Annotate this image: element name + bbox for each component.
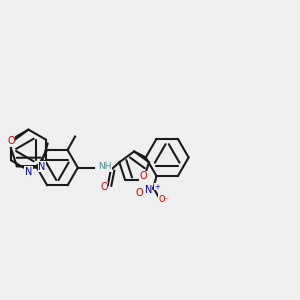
Text: O: O bbox=[7, 136, 15, 146]
Text: NH: NH bbox=[98, 162, 111, 171]
Text: +: + bbox=[154, 184, 160, 190]
Text: O: O bbox=[140, 171, 147, 181]
Text: N: N bbox=[38, 162, 46, 172]
Text: N: N bbox=[25, 167, 32, 177]
Text: O: O bbox=[136, 188, 143, 198]
Text: N: N bbox=[145, 184, 152, 194]
Text: O⁻: O⁻ bbox=[159, 195, 170, 204]
Text: O: O bbox=[100, 182, 108, 193]
